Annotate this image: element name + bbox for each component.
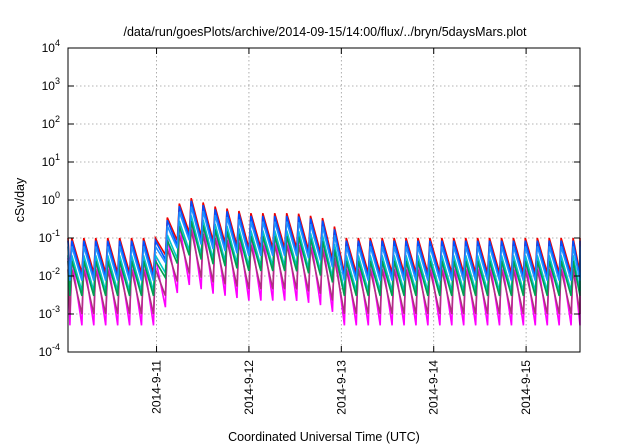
y-tick-label: 104 bbox=[42, 38, 60, 55]
y-tick-labels: 10-4 10-3 10-2 10-1 100 101 102 103 104 bbox=[39, 38, 60, 359]
x-tick-label: 2014-9-12 bbox=[242, 360, 256, 415]
y-tick-label: 102 bbox=[42, 114, 60, 131]
x-tick-labels: 2014-9-11 2014-9-12 2014-9-13 2014-9-14 2014… bbox=[150, 360, 534, 415]
chart-title: /data/run/goesPlots/archive/2014-09-15/1… bbox=[123, 25, 527, 39]
y-axis-label: cSv/day bbox=[13, 177, 27, 222]
x-axis-label: Coordinated Universal Time (UTC) bbox=[228, 430, 420, 444]
x-tick-label: 2014-9-15 bbox=[519, 360, 533, 415]
x-tick-label: 2014-9-13 bbox=[334, 360, 348, 415]
ticks bbox=[68, 47, 580, 353]
series-line bbox=[67, 206, 581, 281]
series-group bbox=[67, 197, 581, 326]
y-tick-label: 10-3 bbox=[39, 304, 60, 321]
y-tick-label: 10-4 bbox=[39, 342, 60, 359]
x-tick-label: 2014-9-14 bbox=[427, 360, 441, 415]
series-line bbox=[67, 220, 581, 297]
grid bbox=[68, 48, 580, 352]
x-tick-label: 2014-9-11 bbox=[150, 360, 164, 414]
y-tick-label: 100 bbox=[42, 190, 60, 207]
y-tick-label: 10-2 bbox=[39, 266, 60, 283]
y-tick-label: 10-1 bbox=[39, 228, 60, 245]
y-tick-label: 103 bbox=[42, 76, 60, 93]
y-tick-label: 101 bbox=[42, 152, 60, 169]
